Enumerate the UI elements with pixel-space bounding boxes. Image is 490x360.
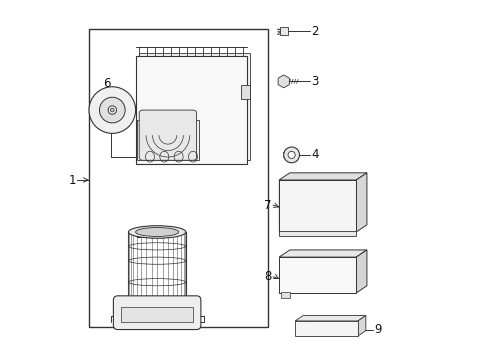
Circle shape	[99, 97, 125, 123]
Bar	[279, 180, 356, 232]
Bar	[139, 53, 250, 160]
Polygon shape	[356, 173, 367, 232]
Bar	[137, 121, 198, 160]
Text: 5: 5	[135, 228, 142, 241]
Bar	[279, 257, 356, 293]
Polygon shape	[279, 173, 367, 180]
Polygon shape	[356, 250, 367, 293]
Circle shape	[288, 151, 295, 158]
Bar	[295, 321, 358, 336]
FancyBboxPatch shape	[280, 27, 288, 36]
Bar	[281, 292, 290, 298]
Bar	[136, 56, 247, 164]
Circle shape	[110, 108, 114, 112]
Text: 1: 1	[68, 174, 76, 186]
Polygon shape	[279, 250, 367, 257]
Circle shape	[284, 147, 299, 163]
Polygon shape	[358, 316, 366, 336]
Ellipse shape	[136, 228, 179, 237]
Ellipse shape	[128, 226, 186, 238]
Circle shape	[108, 106, 117, 114]
Bar	[89, 30, 269, 327]
FancyBboxPatch shape	[113, 296, 201, 329]
Bar	[242, 85, 250, 99]
Text: 9: 9	[374, 323, 382, 336]
Text: 8: 8	[264, 270, 271, 283]
Polygon shape	[295, 316, 366, 321]
Bar	[279, 231, 356, 236]
Text: 3: 3	[311, 75, 318, 88]
Text: 7: 7	[264, 199, 271, 212]
Text: 6: 6	[103, 77, 111, 90]
FancyBboxPatch shape	[139, 110, 196, 160]
Text: 2: 2	[311, 25, 319, 38]
Bar	[122, 307, 193, 321]
Circle shape	[89, 87, 136, 134]
Text: 4: 4	[311, 148, 319, 161]
